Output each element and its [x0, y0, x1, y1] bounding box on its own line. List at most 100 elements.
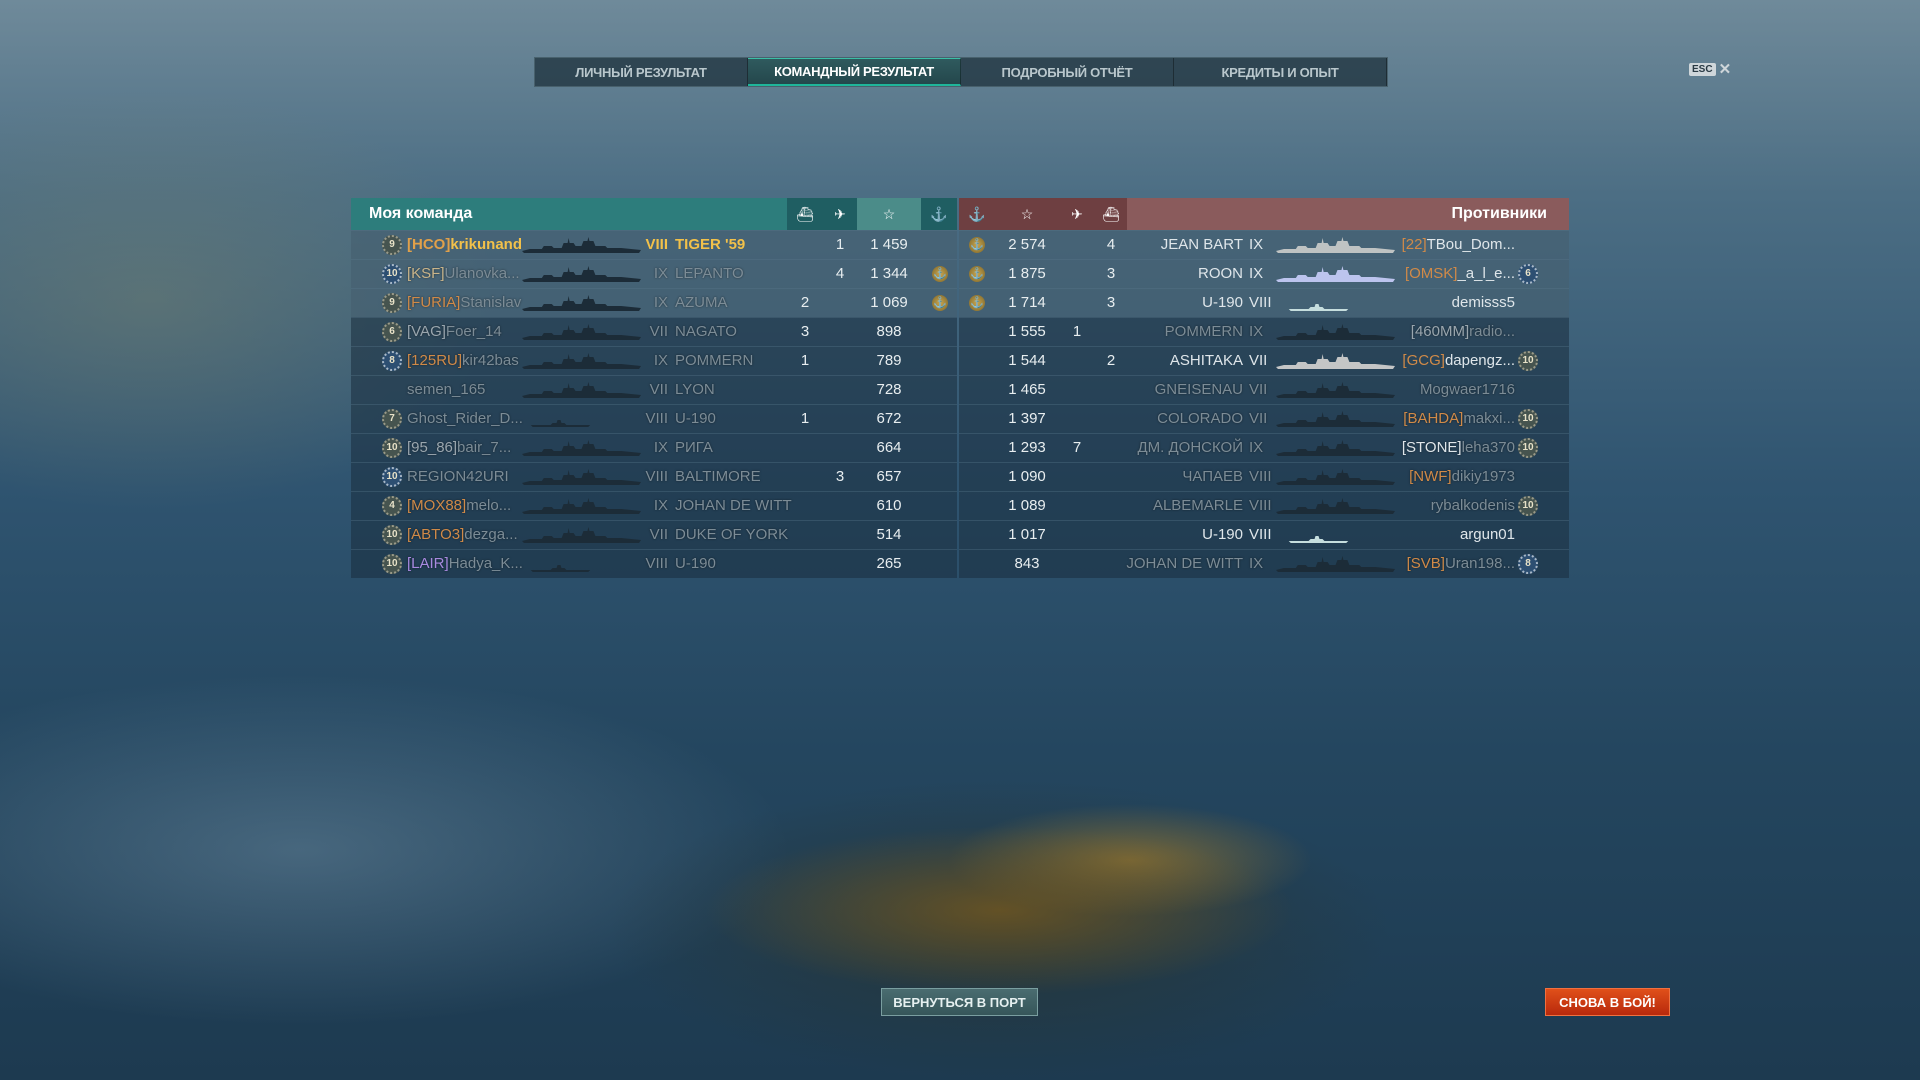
- player-row[interactable]: 9 [FURIA]Stanislav IX AZUMA 2 1 069 ⚓: [351, 288, 957, 317]
- player-name[interactable]: REGION42URI: [407, 463, 509, 491]
- clan-tag[interactable]: [95_86]: [407, 439, 458, 456]
- player-name[interactable]: Mogwaer1716: [1420, 376, 1515, 404]
- player-name[interactable]: [ABTO3]dezga...: [407, 521, 518, 549]
- star-icon[interactable]: ☆: [1020, 205, 1034, 222]
- ship-tier: VII: [1249, 381, 1268, 398]
- player-row[interactable]: 1 397 COLORADO VII [BAHDA]makxi... 10: [959, 404, 1569, 433]
- clan-tag[interactable]: [22]: [1401, 236, 1427, 253]
- player-row[interactable]: 10 [ABTO3]dezga... VII DUKE OF YORK 514: [351, 520, 957, 549]
- clan-tag[interactable]: [ABTO3]: [407, 526, 465, 543]
- player-name[interactable]: [STONE]leha370: [1402, 434, 1515, 462]
- battle-again-button[interactable]: СНОВА В БОЙ!: [1545, 988, 1670, 1016]
- planes-destroyed: 3: [835, 468, 845, 485]
- tab-detailed-report[interactable]: ПОДРОБНЫЙ ОТЧЁТ: [961, 58, 1174, 86]
- planes-destroyed: [820, 550, 860, 578]
- clan-tag[interactable]: [LAIR]: [407, 555, 449, 572]
- player-name[interactable]: [LAIR]Hadya_K...: [407, 550, 523, 578]
- player-row[interactable]: 10 [95_86]bair_7... IX РИГА 664: [351, 433, 957, 462]
- clan-tag[interactable]: [SVB]: [1406, 555, 1445, 572]
- player-name[interactable]: [KSF]Ulanovka...: [407, 260, 520, 288]
- clan-tag[interactable]: [VAG]: [407, 323, 446, 340]
- player-name[interactable]: [HCO]krikunand: [407, 231, 522, 259]
- ship-tier: IX: [653, 294, 668, 311]
- player-name[interactable]: [460MM]radio...: [1411, 318, 1515, 346]
- clan-tag[interactable]: [GCG]: [1402, 352, 1445, 369]
- ship-silhouette: [522, 353, 641, 369]
- player-row[interactable]: 1 293 7 ДМ. ДОНСКОЙ IX [STONE]leha370 10: [959, 433, 1569, 462]
- close-icon[interactable]: ✕: [1718, 61, 1732, 78]
- ship-tier: VII: [649, 526, 668, 543]
- player-name[interactable]: [125RU]kir42bas: [407, 347, 519, 375]
- ships-destroyed-icon[interactable]: ⛴: [1102, 205, 1120, 222]
- anchor-icon: ⚓: [969, 295, 985, 311]
- player-name[interactable]: [OMSK]_a_l_e...: [1405, 260, 1515, 288]
- player-name[interactable]: rybalkodenis: [1431, 492, 1515, 520]
- player-name[interactable]: [SVB]Uran198...: [1407, 550, 1515, 578]
- clan-tag[interactable]: [OMSK]: [1404, 265, 1458, 282]
- player-row[interactable]: 10 REGION42URI VIII BALTIMORE 3 657: [351, 462, 957, 491]
- player-name[interactable]: [FURIA]Stanislav: [407, 289, 521, 317]
- clan-tag[interactable]: [KSF]: [407, 265, 445, 282]
- player-name[interactable]: semen_165: [407, 376, 485, 404]
- ship-name: JOHAN DE WITT: [1126, 555, 1243, 572]
- ship-name: U-190: [675, 410, 716, 427]
- clan-tag[interactable]: [125RU]: [407, 352, 463, 369]
- clan-tag[interactable]: [NWF]: [1409, 468, 1452, 485]
- anchor-icon[interactable]: ⚓: [921, 198, 957, 230]
- player-row[interactable]: 4 [MOX88]melo... IX JOHAN DE WITT 610: [351, 491, 957, 520]
- player-row[interactable]: 1 555 1 POMMERN IX [460MM]radio...: [959, 317, 1569, 346]
- player-row[interactable]: 1 465 GNEISENAU VII Mogwaer1716: [959, 375, 1569, 404]
- rank-badge: 8: [382, 351, 402, 371]
- player-row[interactable]: 1 017 U-190 VIII argun01: [959, 520, 1569, 549]
- player-row[interactable]: 6 [VAG]Foer_14 VII NAGATO 3 898: [351, 317, 957, 346]
- back-to-port-button[interactable]: ВЕРНУТЬСЯ В ПОРТ: [881, 988, 1038, 1016]
- player-row[interactable]: 10 [LAIR]Hadya_K... VIII U-190 265: [351, 549, 957, 578]
- player-row[interactable]: ⚓ 1 875 3 ROON IX [OMSK]_a_l_e... 6: [959, 259, 1569, 288]
- player-row[interactable]: 1 544 2 ASHITAKA VII [GCG]dapengz... 10: [959, 346, 1569, 375]
- player-name[interactable]: [NWF]dikiy1973: [1409, 463, 1515, 491]
- player-name[interactable]: argun01: [1460, 521, 1515, 549]
- base-xp: 265: [876, 555, 902, 572]
- clan-tag[interactable]: [FURIA]: [407, 294, 461, 311]
- player-row[interactable]: 1 089 ALBEMARLE VIII rybalkodenis 10: [959, 491, 1569, 520]
- clan-tag[interactable]: [MOX88]: [407, 497, 467, 514]
- player-name[interactable]: [22]TBou_Dom...: [1402, 231, 1515, 259]
- tab-credits-xp[interactable]: КРЕДИТЫ И ОПЫТ: [1174, 58, 1387, 86]
- ship-name: NAGATO: [675, 323, 737, 340]
- planes-destroyed-icon[interactable]: ✈: [1071, 205, 1083, 222]
- tab-team-result[interactable]: КОМАНДНЫЙ РЕЗУЛЬТАТ: [748, 58, 961, 86]
- player-name[interactable]: [95_86]bair_7...: [407, 434, 511, 462]
- player-name[interactable]: Ghost_Rider_D...: [407, 405, 523, 433]
- player-name[interactable]: [VAG]Foer_14: [407, 318, 502, 346]
- ship-name: LEPANTO: [675, 265, 744, 282]
- planes-destroyed: [820, 434, 860, 462]
- anchor-icon[interactable]: ⚓: [968, 205, 986, 222]
- player-row[interactable]: 843 JOHAN DE WITT IX [SVB]Uran198... 8: [959, 549, 1569, 578]
- close-button[interactable]: ESC ✕: [1689, 60, 1731, 78]
- player-row[interactable]: 8 [125RU]kir42bas IX POMMERN 1 789: [351, 346, 957, 375]
- tab-personal-result[interactable]: ЛИЧНЫЙ РЕЗУЛЬТАТ: [535, 58, 748, 86]
- clan-tag[interactable]: [BAHDA]: [1403, 410, 1464, 427]
- player-row[interactable]: ⚓ 1 714 3 U-190 VIII demisss5: [959, 288, 1569, 317]
- clan-tag[interactable]: [HCO]: [407, 236, 451, 253]
- ship-silhouette: [1276, 440, 1395, 456]
- player-row[interactable]: 9 [HCO]krikunand VIII TIGER '59 1 1 459: [351, 230, 957, 259]
- player-row[interactable]: ⚓ 2 574 4 JEAN BART IX [22]TBou_Dom...: [959, 230, 1569, 259]
- player-name[interactable]: [BAHDA]makxi...: [1403, 405, 1515, 433]
- star-icon[interactable]: ☆: [857, 198, 921, 230]
- clan-tag[interactable]: [STONE]: [1401, 439, 1462, 456]
- player-row[interactable]: semen_165 VII LYON 728: [351, 375, 957, 404]
- ships-destroyed: [785, 434, 825, 462]
- planes-destroyed-icon[interactable]: ✈: [823, 198, 857, 230]
- player-name[interactable]: [MOX88]melo...: [407, 492, 511, 520]
- ship-silhouette: [1276, 382, 1395, 398]
- clan-tag[interactable]: [460MM]: [1410, 323, 1470, 340]
- planes-destroyed: [820, 289, 860, 317]
- player-row[interactable]: 10 [KSF]Ulanovka... IX LEPANTO 4 1 344 ⚓: [351, 259, 957, 288]
- player-row[interactable]: 7 Ghost_Rider_D... VIII U-190 1 672: [351, 404, 957, 433]
- player-name[interactable]: demisss5: [1452, 289, 1515, 317]
- ships-destroyed-icon[interactable]: ⛴: [787, 198, 823, 230]
- player-name[interactable]: [GCG]dapengz...: [1402, 347, 1515, 375]
- player-row[interactable]: 1 090 ЧАПАЕВ VIII [NWF]dikiy1973: [959, 462, 1569, 491]
- ship-tier: IX: [1249, 439, 1264, 456]
